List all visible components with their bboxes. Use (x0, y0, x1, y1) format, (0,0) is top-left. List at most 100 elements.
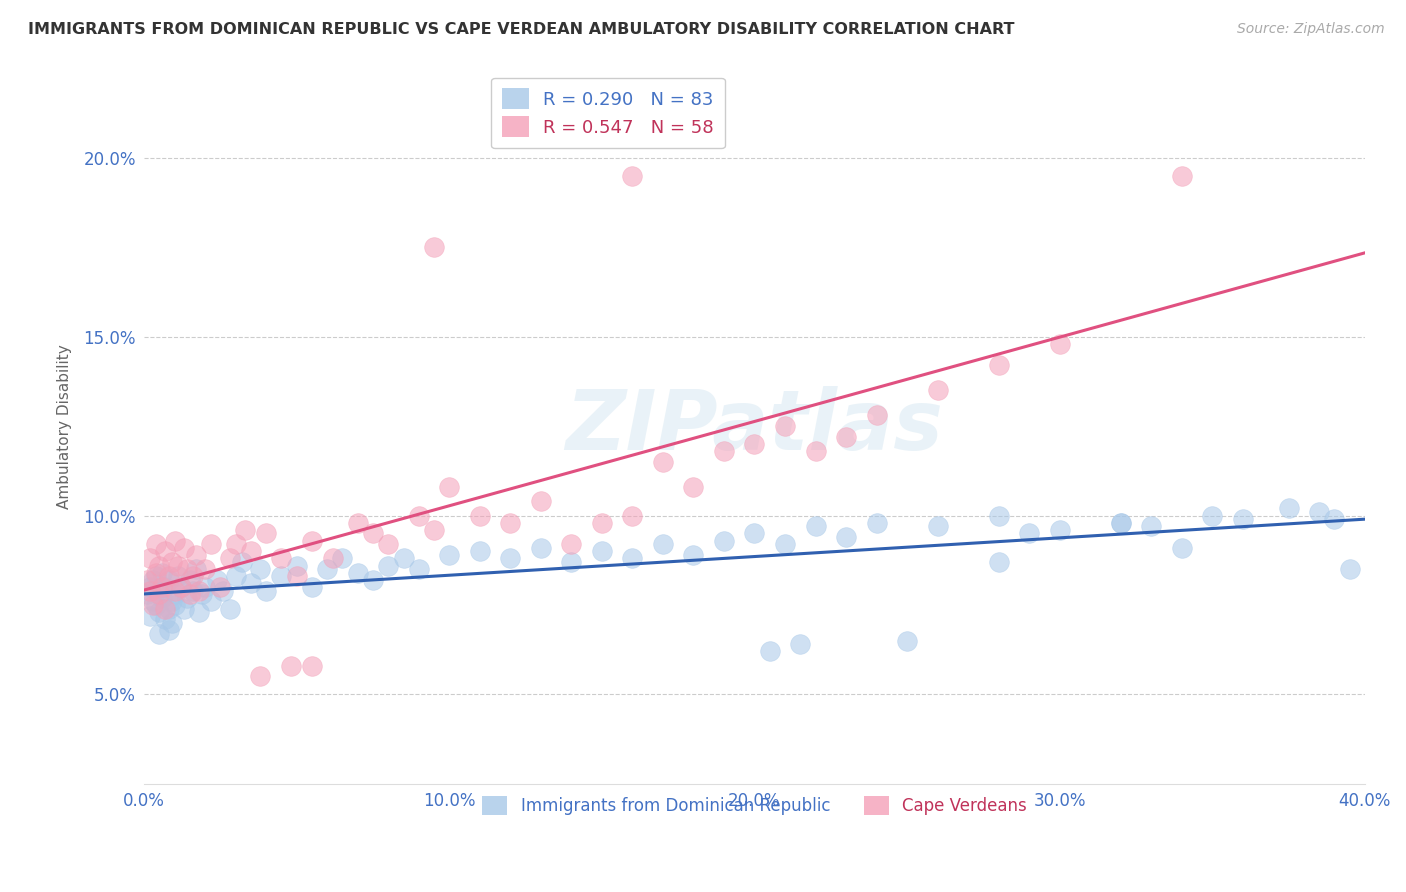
Point (332, 551, 354, 566)
Point (682, 480, 704, 494)
Point (200, 594, 222, 608)
Point (166, 558, 188, 573)
Point (560, 555, 582, 569)
Point (1201, 508, 1223, 523)
Point (142, 598, 165, 612)
Point (184, 562, 207, 576)
Point (530, 541, 553, 555)
Point (200, 537, 222, 551)
Point (176, 562, 198, 576)
Point (163, 533, 186, 548)
Point (744, 437, 766, 451)
Point (249, 669, 271, 683)
Point (170, 580, 193, 594)
Point (744, 526, 766, 541)
Text: IMMIGRANTS FROM DOMINICAN REPUBLIC VS CAPE VERDEAN AMBULATORY DISABILITY CORRELA: IMMIGRANTS FROM DOMINICAN REPUBLIC VS CA… (28, 22, 1015, 37)
Point (152, 580, 174, 594)
Point (239, 576, 262, 591)
Point (499, 551, 522, 566)
Point (218, 551, 240, 566)
Point (621, 551, 644, 566)
Point (499, 516, 522, 530)
Point (285, 569, 308, 583)
Point (713, 533, 735, 548)
Point (163, 587, 186, 601)
Point (530, 494, 553, 508)
Point (136, 587, 159, 601)
Point (651, 537, 673, 551)
Point (145, 598, 167, 612)
Point (191, 587, 214, 601)
Legend: Immigrants from Dominican Republic, Cape Verdeans: Immigrants from Dominican Republic, Cape… (472, 786, 1036, 825)
Point (249, 562, 271, 576)
Point (157, 573, 180, 587)
Point (987, 508, 1010, 523)
Point (682, 548, 704, 562)
Point (225, 537, 247, 551)
Point (316, 562, 339, 576)
Point (285, 558, 308, 573)
Point (179, 573, 201, 587)
Point (209, 580, 232, 594)
Point (155, 612, 177, 626)
Point (173, 601, 195, 615)
Point (361, 573, 384, 587)
Point (713, 444, 735, 458)
Point (408, 562, 430, 576)
Point (139, 583, 162, 598)
Point (181, 583, 204, 598)
Point (865, 516, 887, 530)
Point (163, 598, 186, 612)
Point (218, 601, 240, 615)
Point (408, 508, 430, 523)
Point (152, 591, 174, 605)
Point (423, 240, 446, 254)
Point (621, 169, 644, 183)
Point (1232, 512, 1254, 526)
Point (173, 541, 195, 555)
Point (280, 658, 302, 673)
Point (139, 551, 162, 566)
Point (148, 558, 170, 573)
Point (804, 444, 827, 458)
Point (231, 555, 253, 569)
Point (346, 516, 368, 530)
Point (155, 544, 177, 558)
Point (148, 605, 170, 619)
Point (773, 419, 796, 434)
Point (804, 519, 827, 533)
Point (423, 523, 446, 537)
Point (163, 583, 186, 598)
Point (157, 623, 180, 637)
Point (188, 583, 211, 598)
Point (270, 551, 292, 566)
Point (166, 569, 188, 583)
Point (136, 573, 159, 587)
Point (152, 566, 174, 580)
Point (194, 580, 217, 594)
Point (139, 580, 162, 594)
Text: ZIPatlas: ZIPatlas (565, 385, 943, 467)
Point (1109, 516, 1132, 530)
Point (142, 573, 165, 587)
Point (225, 569, 247, 583)
Point (170, 580, 193, 594)
Point (835, 430, 858, 444)
Point (927, 519, 949, 533)
Point (179, 587, 201, 601)
Text: Source: ZipAtlas.com: Source: ZipAtlas.com (1237, 22, 1385, 37)
Point (346, 566, 368, 580)
Point (1049, 523, 1071, 537)
Point (254, 583, 277, 598)
Point (439, 548, 461, 562)
Point (1170, 541, 1192, 555)
Point (254, 526, 277, 541)
Point (377, 558, 399, 573)
Point (142, 594, 165, 608)
Point (270, 569, 292, 583)
Point (157, 601, 180, 615)
Point (155, 601, 177, 615)
Point (361, 526, 384, 541)
Point (239, 544, 262, 558)
Point (1049, 337, 1071, 351)
